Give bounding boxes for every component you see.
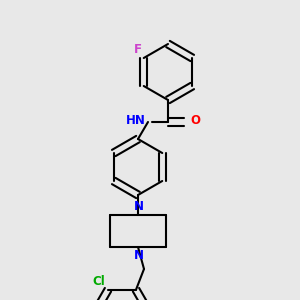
Text: N: N	[134, 200, 144, 213]
Text: F: F	[134, 43, 142, 56]
Text: N: N	[134, 249, 144, 262]
Text: Cl: Cl	[92, 275, 105, 288]
Text: HN: HN	[126, 115, 146, 128]
Text: O: O	[190, 113, 200, 127]
